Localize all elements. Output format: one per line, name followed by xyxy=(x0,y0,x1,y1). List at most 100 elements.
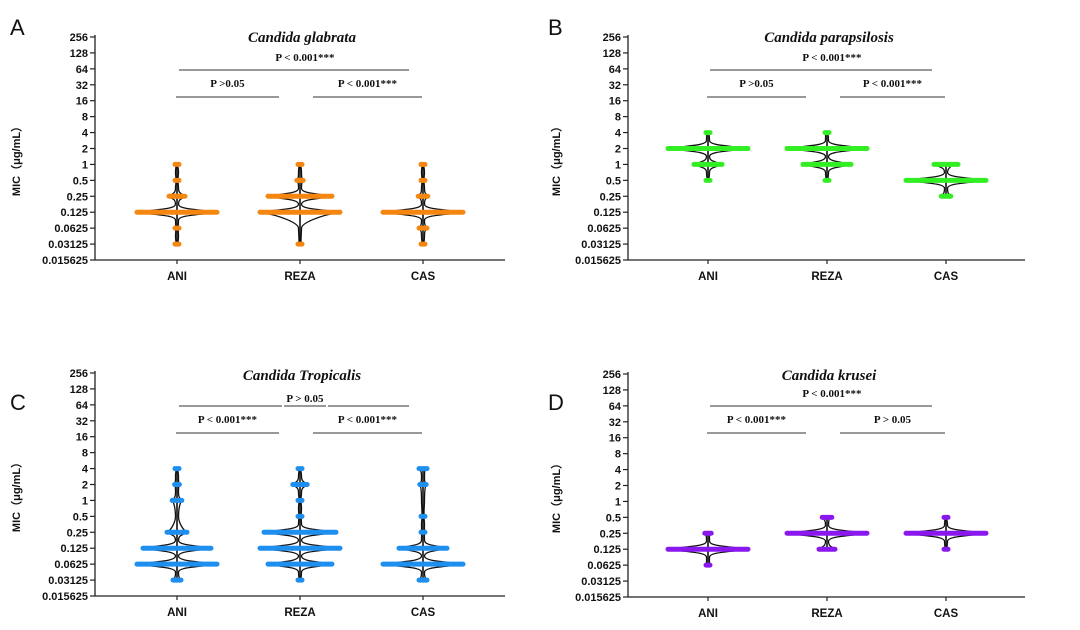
y-tick-label: 0.25 xyxy=(67,527,88,539)
y-tick-label: 1 xyxy=(615,496,621,508)
y-tick-label: 0.015625 xyxy=(575,592,621,604)
y-tick-label: 0.03125 xyxy=(581,576,621,588)
y-tick-label: 32 xyxy=(76,416,88,428)
y-tick-label: 0.5 xyxy=(606,512,621,524)
y-axis-label: MIC（μg/mL） xyxy=(10,457,23,532)
y-tick-label: 4 xyxy=(615,128,622,140)
y-tick-label: 16 xyxy=(76,96,88,108)
p-value-label: P > 0.05 xyxy=(874,414,912,426)
y-tick-label: 2 xyxy=(615,144,621,156)
y-tick-label: 128 xyxy=(603,48,621,60)
violin-cas xyxy=(903,161,989,199)
y-tick-label: 0.015625 xyxy=(575,255,621,267)
x-tick-label: REZA xyxy=(811,271,842,283)
y-tick-label: 2 xyxy=(82,480,88,492)
panel-b: B 256 128 64 32 16 8 4 2 1 0.5 0.25 0.125 0.0625 0.031… xyxy=(548,15,1025,283)
y-tick-label: 128 xyxy=(70,384,88,396)
p-value-label: P < 0.001*** xyxy=(802,52,862,64)
chart-title: Candida krusei xyxy=(782,368,877,384)
y-tick-label: 8 xyxy=(615,449,621,461)
violin-ani xyxy=(134,161,220,247)
p-value-label: P < 0.001*** xyxy=(338,78,398,90)
y-tick-label: 0.25 xyxy=(600,528,621,540)
y-tick-label: 128 xyxy=(70,48,88,60)
y-axis-label: MIC（μg/mL） xyxy=(550,121,563,196)
y-tick-label: 0.0625 xyxy=(587,560,621,572)
y-tick-label: 0.125 xyxy=(60,207,88,219)
y-tick-label: 0.0625 xyxy=(54,223,88,235)
violin-reza xyxy=(784,514,870,552)
y-tick-label: 64 xyxy=(76,64,89,76)
chart-title: Candida parapsilosis xyxy=(764,30,894,46)
panel-label: D xyxy=(548,390,564,415)
y-tick-label: 16 xyxy=(76,432,88,444)
y-tick-label: 0.0625 xyxy=(54,559,88,571)
x-tick-label: CAS xyxy=(411,271,436,283)
y-tick-label: 32 xyxy=(609,417,621,429)
violin-cas xyxy=(380,161,466,247)
panel-c: C 256 128 64 32 16 8 4 2 1 0.5 0.25 0.125 0.0625 0.031… xyxy=(10,368,505,619)
y-tick-label: 1 xyxy=(82,495,88,507)
violin-cas xyxy=(380,466,466,583)
y-tick-label: 0.5 xyxy=(73,511,88,523)
p-value-label: P < 0.001*** xyxy=(198,414,258,426)
y-tick-label: 0.03125 xyxy=(48,575,88,587)
y-tick-label: 4 xyxy=(615,465,622,477)
x-tick-label: ANI xyxy=(167,271,187,283)
chart-title: Candida glabrata xyxy=(248,30,356,46)
y-tick-label: 256 xyxy=(70,32,88,44)
y-tick-label: 0.125 xyxy=(593,207,621,219)
y-tick-label: 256 xyxy=(603,32,621,44)
y-tick-label: 128 xyxy=(603,385,621,397)
x-tick-label: ANI xyxy=(698,608,718,620)
y-tick-label: 0.25 xyxy=(67,191,88,203)
y-tick-label: 256 xyxy=(70,368,88,380)
y-tick-label: 64 xyxy=(76,400,89,412)
violin-reza xyxy=(257,161,343,247)
panel-label: B xyxy=(548,15,563,40)
y-tick-label: 0.03125 xyxy=(581,239,621,251)
y-tick-label: 0.03125 xyxy=(48,239,88,251)
x-tick-label: ANI xyxy=(698,271,718,283)
y-tick-label: 64 xyxy=(609,64,622,76)
x-tick-label: REZA xyxy=(284,271,315,283)
violin-ani xyxy=(665,130,751,183)
x-tick-label: CAS xyxy=(934,271,959,283)
y-tick-label: 2 xyxy=(615,481,621,493)
panel-label: A xyxy=(10,15,25,40)
x-tick-label: CAS xyxy=(934,608,959,620)
y-axis-label: MIC（μg/mL） xyxy=(10,121,23,196)
y-tick-label: 0.125 xyxy=(60,543,88,555)
p-value-label: P >0.05 xyxy=(739,78,774,90)
y-tick-label: 64 xyxy=(609,401,622,413)
y-tick-label: 32 xyxy=(76,80,88,92)
p-value-label: P > 0.05 xyxy=(286,393,324,405)
violin-ani xyxy=(134,466,220,583)
y-tick-label: 0.015625 xyxy=(42,255,88,267)
y-tick-label: 1 xyxy=(615,159,621,171)
x-tick-label: CAS xyxy=(411,607,436,619)
violin-ani xyxy=(665,530,751,568)
panel-a: A 256 128 64 32 16 8 4 2 1 0.5 0.25 0.125 0.0625 0.031… xyxy=(10,15,505,283)
y-axis-label: MIC（μg/mL） xyxy=(550,458,563,533)
violin-reza xyxy=(257,466,343,583)
p-value-label: P < 0.001*** xyxy=(275,52,335,64)
chart-title: Candida Tropicalis xyxy=(243,368,361,384)
y-tick-label: 4 xyxy=(82,128,89,140)
violin-reza xyxy=(784,130,870,183)
y-tick-label: 16 xyxy=(609,433,621,445)
y-tick-label: 2 xyxy=(82,144,88,156)
y-tick-label: 16 xyxy=(609,96,621,108)
y-tick-label: 1 xyxy=(82,159,88,171)
y-tick-label: 0.0625 xyxy=(587,223,621,235)
y-tick-label: 0.25 xyxy=(600,191,621,203)
x-tick-label: REZA xyxy=(811,608,842,620)
x-tick-label: REZA xyxy=(284,607,315,619)
y-tick-label: 0.5 xyxy=(73,175,88,187)
p-value-label: P < 0.001*** xyxy=(863,78,923,90)
p-value-label: P >0.05 xyxy=(210,78,245,90)
x-tick-label: ANI xyxy=(167,607,187,619)
y-tick-label: 8 xyxy=(615,112,621,124)
y-tick-label: 8 xyxy=(82,448,88,460)
